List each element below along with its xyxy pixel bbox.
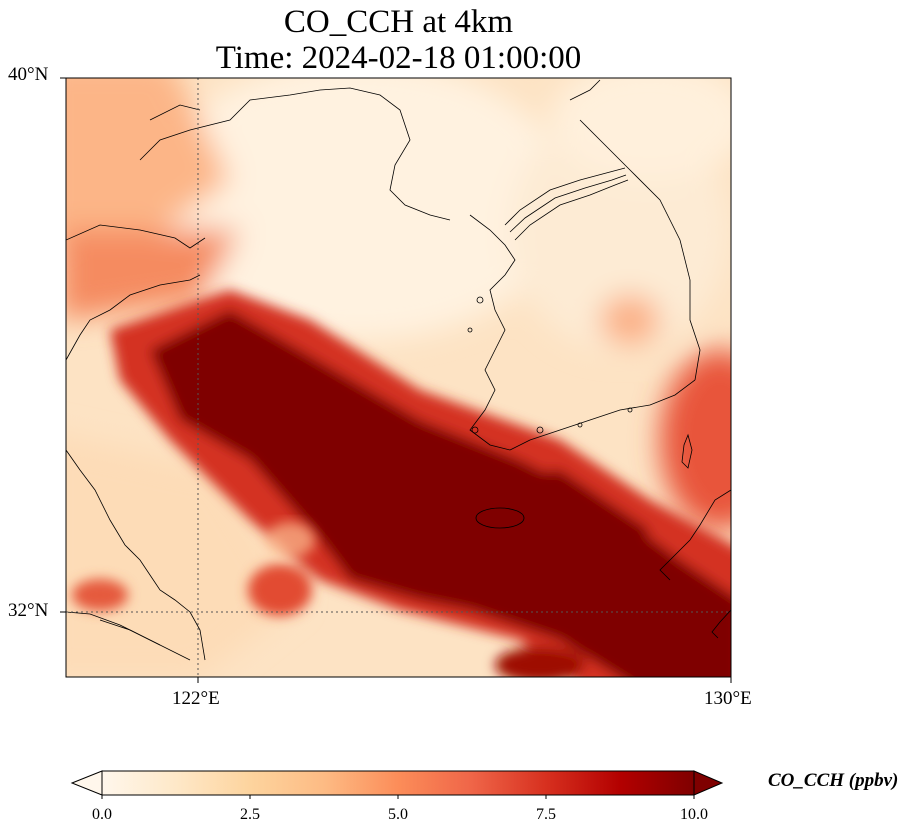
lon-label-122e: 122°E bbox=[172, 688, 220, 709]
map-frame bbox=[65, 77, 732, 678]
lon-label-130e: 130°E bbox=[704, 688, 752, 709]
coastlines bbox=[66, 79, 731, 661]
colorbar-gradient bbox=[102, 771, 694, 795]
colorbar-label: CO_CCH (ppbv) bbox=[768, 770, 899, 791]
map-time-subtitle: Time: 2024-02-18 01:00:00 bbox=[215, 40, 582, 76]
concentration-field bbox=[66, 78, 731, 677]
axis-ticks bbox=[60, 77, 732, 683]
map-title: CO_CCH at 4km bbox=[283, 4, 514, 40]
colorbar-extend-min bbox=[70, 770, 103, 796]
lat-label-40n: 40°N bbox=[8, 64, 49, 85]
colorbar-tick-1: 2.5 bbox=[240, 806, 260, 823]
colorbar-tick-3: 7.5 bbox=[536, 806, 556, 823]
colorbar-tick-2: 5.0 bbox=[388, 806, 408, 823]
colorbar-extend-max bbox=[693, 770, 724, 796]
colorbar-tick-4: 10.0 bbox=[680, 806, 708, 823]
colorbar-tick-0: 0.0 bbox=[92, 806, 112, 823]
lat-label-32n: 32°N bbox=[8, 600, 49, 621]
colorbar bbox=[70, 770, 724, 799]
gridlines bbox=[66, 78, 731, 677]
